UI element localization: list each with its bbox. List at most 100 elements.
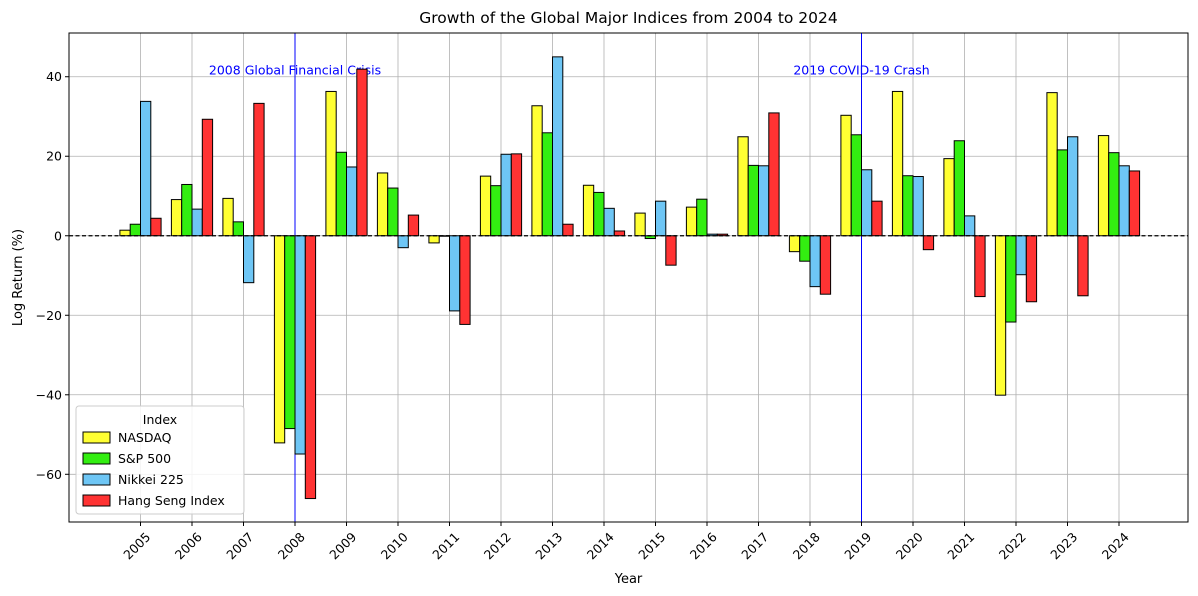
bar-hang-seng-index-2006 bbox=[201, 118, 214, 237]
y-tick-label: 20 bbox=[46, 149, 62, 164]
bar-hang-seng-index-2009 bbox=[356, 68, 368, 237]
bar-nikkei-225-2023 bbox=[1067, 136, 1079, 237]
bar-s-p-500-2017 bbox=[747, 164, 760, 237]
bar-hang-seng-index-2008 bbox=[304, 235, 317, 500]
bar-nasdaq-2017 bbox=[737, 136, 749, 237]
legend-label-nasdaq: NASDAQ bbox=[118, 430, 172, 445]
y-tick-label: 0 bbox=[54, 228, 62, 243]
bar-nasdaq-2012 bbox=[479, 175, 492, 237]
x-tick-label-2016: 2016 bbox=[687, 529, 720, 562]
bar-hang-seng-index-2010 bbox=[407, 214, 420, 237]
y-tick-label: −40 bbox=[36, 387, 62, 402]
bar-s-p-500-2023 bbox=[1056, 149, 1068, 237]
bar-s-p-500-2006 bbox=[181, 183, 193, 237]
x-tick-label-2015: 2015 bbox=[635, 529, 668, 562]
x-tick-label-2021: 2021 bbox=[944, 529, 977, 562]
bar-hang-seng-index-2018 bbox=[819, 235, 832, 295]
x-tick-label-2022: 2022 bbox=[996, 529, 1029, 562]
bar-nasdaq-2016 bbox=[685, 206, 698, 237]
bar-s-p-500-2014 bbox=[593, 191, 605, 237]
bar-s-p-500-2022 bbox=[1005, 235, 1017, 323]
bar-nasdaq-2006 bbox=[170, 199, 183, 237]
x-tick-label-2023: 2023 bbox=[1047, 529, 1080, 562]
bar-hang-seng-index-2005 bbox=[150, 217, 162, 237]
annotation-2008: 2008 Global Financial Crisis bbox=[209, 63, 381, 78]
bar-nasdaq-2008 bbox=[273, 235, 286, 444]
bar-s-p-500-2021 bbox=[953, 140, 966, 237]
bar-nikkei-225-2008 bbox=[294, 235, 306, 455]
x-tick-label-2018: 2018 bbox=[790, 529, 823, 562]
legend-box bbox=[75, 405, 245, 515]
bar-nasdaq-2021 bbox=[943, 158, 955, 237]
y-tick-label: −60 bbox=[36, 467, 62, 482]
bar-nasdaq-2024 bbox=[1097, 135, 1110, 237]
bar-s-p-500-2008 bbox=[284, 235, 296, 430]
x-tick-label-2024: 2024 bbox=[1099, 529, 1132, 562]
legend: Index NASDAQ S&P 500 Nikkei 225 Hang Seng I… bbox=[75, 405, 245, 515]
x-tick-label-2007: 2007 bbox=[223, 529, 256, 562]
y-axis-label: Log Return (%) bbox=[11, 229, 26, 326]
bar-s-p-500-2024 bbox=[1108, 152, 1120, 237]
bar-hang-seng-index-2011 bbox=[459, 235, 471, 325]
bar-nasdaq-2019 bbox=[840, 114, 852, 237]
bar-nikkei-225-2006 bbox=[191, 208, 203, 237]
x-tick-label-2017: 2017 bbox=[738, 529, 771, 562]
bar-nikkei-225-2018 bbox=[809, 235, 821, 288]
bar-nasdaq-2010 bbox=[376, 172, 389, 237]
bar-nikkei-225-2021 bbox=[964, 215, 976, 237]
bar-nikkei-225-2005 bbox=[140, 100, 152, 237]
bar-s-p-500-2005 bbox=[129, 223, 141, 237]
bar-s-p-500-2007 bbox=[232, 221, 244, 237]
bar-s-p-500-2009 bbox=[335, 151, 348, 237]
bar-nikkei-225-2024 bbox=[1118, 165, 1130, 237]
legend-label-s-p-500: S&P 500 bbox=[118, 451, 171, 466]
x-tick-label-2012: 2012 bbox=[481, 529, 514, 562]
bar-nikkei-225-2020 bbox=[912, 176, 924, 237]
bar-s-p-500-2012 bbox=[490, 185, 502, 237]
x-axis-label: Year bbox=[614, 572, 643, 587]
bar-s-p-500-2019 bbox=[850, 134, 863, 237]
bar-hang-seng-index-2014 bbox=[613, 230, 626, 237]
x-tick-label-2020: 2020 bbox=[893, 529, 926, 562]
bar-s-p-500-2018 bbox=[799, 235, 811, 262]
legend-title: Index bbox=[143, 412, 177, 427]
bar-nasdaq-2014 bbox=[582, 184, 595, 237]
bar-nasdaq-2022 bbox=[994, 235, 1007, 396]
x-tick-label-2010: 2010 bbox=[378, 529, 411, 562]
bar-nikkei-225-2011 bbox=[449, 235, 461, 312]
x-tick-label-2019: 2019 bbox=[841, 529, 874, 562]
bar-s-p-500-2020 bbox=[902, 175, 914, 237]
bar-nikkei-225-2009 bbox=[346, 166, 358, 237]
bar-hang-seng-index-2012 bbox=[510, 153, 523, 237]
bar-nasdaq-2020 bbox=[891, 90, 904, 237]
bar-nasdaq-2018 bbox=[788, 235, 801, 253]
legend-swatch-s-p-500 bbox=[82, 452, 111, 465]
x-tick-label-2011: 2011 bbox=[429, 529, 462, 562]
bar-hang-seng-index-2024 bbox=[1128, 170, 1141, 237]
legend-label-hang-seng-index: Hang Seng Index bbox=[118, 493, 225, 508]
legend-label-nikkei-225: Nikkei 225 bbox=[118, 472, 184, 487]
legend-swatch-hang-seng-index bbox=[82, 494, 111, 507]
bar-nikkei-225-2014 bbox=[603, 207, 615, 237]
legend-items: NASDAQ S&P 500 Nikkei 225 Hang Seng Index bbox=[82, 430, 225, 508]
y-tick-label: 40 bbox=[46, 69, 62, 84]
bar-hang-seng-index-2015 bbox=[665, 235, 677, 266]
legend-swatch-nikkei-225 bbox=[82, 473, 111, 486]
reference-lines: 2008 Global Financial Crisis 2019 COVID-1… bbox=[209, 33, 930, 522]
bar-nikkei-225-2012 bbox=[500, 153, 512, 237]
x-tick-label-2005: 2005 bbox=[120, 529, 153, 562]
x-tick-label-2008: 2008 bbox=[275, 529, 308, 562]
plot-frame bbox=[68, 32, 1189, 523]
bar-nasdaq-2011 bbox=[428, 235, 440, 244]
bar-hang-seng-index-2019 bbox=[871, 200, 883, 237]
x-tick-label-2014: 2014 bbox=[584, 529, 617, 562]
chart-title: Growth of the Global Major Indices from … bbox=[419, 9, 838, 27]
bar-nikkei-225-2010 bbox=[397, 235, 409, 249]
bar-nasdaq-2023 bbox=[1046, 92, 1058, 237]
bar-s-p-500-2010 bbox=[387, 187, 399, 237]
bar-s-p-500-2016 bbox=[696, 198, 708, 237]
bar-nasdaq-2013 bbox=[531, 105, 543, 237]
bar-nikkei-225-2007 bbox=[243, 235, 255, 284]
bar-nasdaq-2009 bbox=[325, 90, 337, 237]
bar-nasdaq-2015 bbox=[634, 212, 646, 237]
